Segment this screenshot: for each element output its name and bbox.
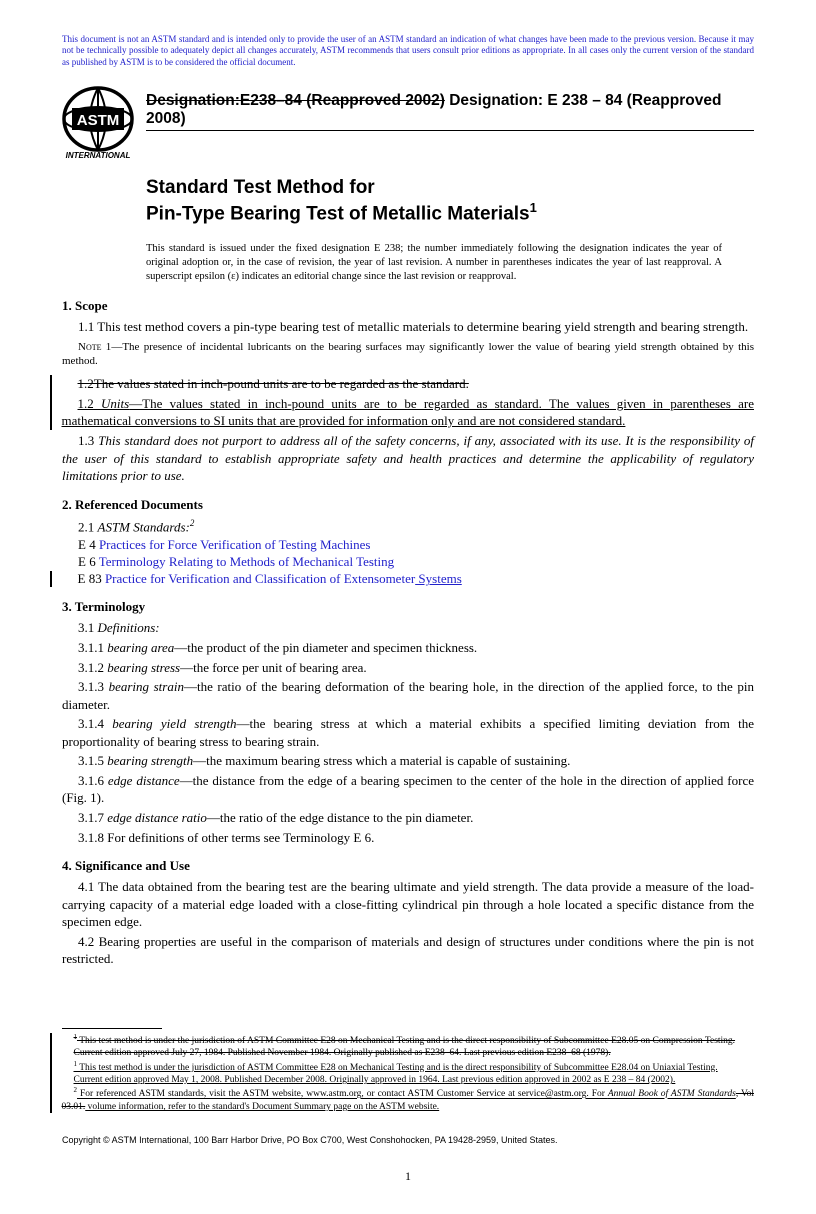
- designation-line: Designation:E238–84 (Reapproved 2002) De…: [146, 86, 754, 131]
- svg-text:INTERNATIONAL: INTERNATIONAL: [66, 151, 131, 160]
- def-bearing-stress: 3.1.2 bearing stress—the force per unit …: [62, 659, 754, 677]
- disclaimer-text: This document is not an ASTM standard an…: [62, 34, 754, 68]
- s2-p1: 2.1 ASTM Standards:2: [62, 517, 754, 536]
- def-edge-distance-ratio: 3.1.7 edge distance ratio—the ratio of t…: [62, 809, 754, 827]
- def-other: 3.1.8 For definitions of other terms see…: [62, 829, 754, 847]
- s4-p1: 4.1 The data obtained from the bearing t…: [62, 878, 754, 931]
- astm-logo: ASTM INTERNATIONAL: [62, 86, 134, 160]
- s1-note1: Note 1—The presence of incidental lubric…: [62, 340, 754, 370]
- section-1-head: 1. Scope: [62, 298, 754, 314]
- def-bearing-strength: 3.1.5 bearing strength—the maximum beari…: [62, 752, 754, 770]
- s1-p1: 1.1 This test method covers a pin-type b…: [62, 318, 754, 336]
- def-bearing-yield: 3.1.4 bearing yield strength—the bearing…: [62, 715, 754, 750]
- s3-p1: 3.1 Definitions:: [62, 619, 754, 637]
- fn1-new2: Current edition approved May 1, 2008. Pu…: [62, 1074, 755, 1086]
- section-3-head: 3. Terminology: [62, 599, 754, 615]
- def-bearing-strain: 3.1.3 bearing strain—the ratio of the be…: [62, 678, 754, 713]
- section-2-head: 2. Referenced Documents: [62, 497, 754, 513]
- page-container: This document is not an ASTM standard an…: [0, 0, 816, 1214]
- s1-p3: 1.3 This standard does not purport to ad…: [62, 432, 754, 485]
- fn1-struck: 1 This test method is under the jurisdic…: [62, 1033, 755, 1048]
- title-line-1: Standard Test Method for: [146, 176, 754, 200]
- title-block: Standard Test Method for Pin-Type Bearin…: [146, 176, 754, 226]
- def-edge-distance: 3.1.6 edge distance—the distance from th…: [62, 772, 754, 807]
- fn1-new: 1 This test method is under the jurisdic…: [62, 1060, 755, 1075]
- designation-old: Designation:E238–84 (Reapproved 2002): [146, 92, 445, 109]
- s4-p2: 4.2 Bearing properties are useful in the…: [62, 933, 754, 968]
- footnotes: 1 This test method is under the jurisdic…: [62, 1029, 754, 1114]
- title-line-2: Pin-Type Bearing Test of Metallic Materi…: [146, 200, 754, 226]
- page-number: 1: [62, 1169, 754, 1184]
- s1-p2-struck: 1.2The values stated in inch-pound units…: [62, 375, 755, 393]
- header-row: ASTM INTERNATIONAL Designation:E238–84 (…: [62, 86, 754, 160]
- fn2: 2 For referenced ASTM standards, visit t…: [62, 1086, 755, 1113]
- ref-e4: E 4 Practices for Force Verification of …: [62, 537, 754, 553]
- copyright-line: Copyright © ASTM International, 100 Barr…: [62, 1135, 754, 1145]
- s1-change-block: 1.2The values stated in inch-pound units…: [50, 375, 754, 430]
- svg-text:ASTM: ASTM: [77, 112, 120, 129]
- def-bearing-area: 3.1.1 bearing area—the product of the pi…: [62, 639, 754, 657]
- ref-e83: E 83 Practice for Verification and Class…: [62, 571, 755, 587]
- ref-e83-change: E 83 Practice for Verification and Class…: [50, 571, 754, 587]
- issuance-note: This standard is issued under the fixed …: [146, 242, 722, 285]
- ref-e6: E 6 Terminology Relating to Methods of M…: [62, 554, 754, 570]
- s1-p2-new: 1.2 Units—The values stated in inch-poun…: [62, 395, 755, 430]
- section-4-head: 4. Significance and Use: [62, 858, 754, 874]
- fn1-struck2: Current edition approved July 27, 1984. …: [62, 1047, 755, 1059]
